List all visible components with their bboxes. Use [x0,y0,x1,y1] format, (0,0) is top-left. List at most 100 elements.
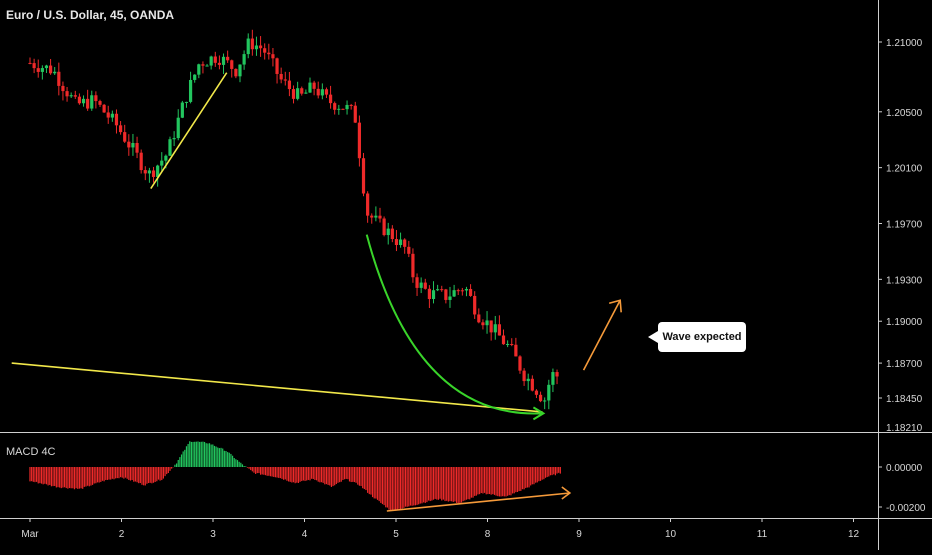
candle-body-76 [341,108,345,110]
expected-wave-arrow[interactable] [582,299,621,371]
candle-body-98 [431,290,436,300]
wave-callout: Wave expected [648,322,746,352]
candle-body-51 [238,64,242,77]
price-tick-label-4: 1.19300 [886,275,923,286]
candle-body-17 [98,101,102,105]
candle-body-47 [221,56,226,65]
candle-body-101 [444,289,448,300]
candle-body-42 [201,64,205,66]
candle-body-52 [242,54,246,65]
callout-text: Wave expected [662,331,742,343]
candle-body-39 [188,79,193,102]
candle-body-34 [168,139,172,156]
candle-body-119 [518,356,522,371]
candle-body-78 [349,104,353,106]
trendline-0[interactable] [150,72,228,190]
candle-body-97 [427,288,431,300]
candle-body-84 [374,215,378,218]
candle-body-72 [324,89,329,95]
candle-body-41 [197,64,201,75]
candle-body-49 [230,60,234,69]
price-tick-label-0: 1.21000 [886,38,923,49]
candle-body-89 [394,239,399,246]
candle-body-121 [526,378,530,382]
candle-body-22 [118,125,123,133]
candle-body-2 [36,68,40,72]
candle-body-13 [81,98,86,104]
candle-body-36 [176,117,180,139]
time-tick-label-5: 8 [485,529,491,540]
candle-body-60 [275,58,279,74]
candle-body-0 [28,62,32,64]
candle-body-18 [102,104,106,113]
price-tick-label-8: 1.18210 [886,423,923,434]
candle-body-53 [246,38,250,55]
candle-body-43 [205,65,209,67]
candle-body-126 [547,384,551,401]
candle-body-106 [464,288,469,291]
candle-body-122 [530,378,534,391]
candle-body-64 [291,89,296,99]
candle-body-35 [172,138,176,140]
candle-body-23 [123,132,127,142]
candle-body-105 [460,290,464,292]
candle-body-108 [473,295,477,315]
candle-body-59 [271,54,275,59]
candle-body-10 [69,95,73,97]
candle-body-103 [452,290,456,297]
candle-body-65 [296,88,300,99]
candle-body-37 [180,102,184,118]
candle-body-93 [411,253,415,278]
chart-title: Euro / U.S. Dollar, 45, OANDA [6,8,175,22]
candle-body-77 [345,104,349,110]
candle-body-44 [209,56,213,66]
candle-body-107 [468,288,473,296]
candle-body-16 [94,95,98,102]
candle-body-104 [456,290,460,292]
candle-body-73 [328,94,333,104]
candle-body-45 [213,56,217,63]
candle-body-19 [106,112,110,118]
candle-body-124 [538,394,543,402]
candle-body-128 [555,372,559,377]
projection-curve[interactable] [365,234,543,415]
candle-body-27 [139,152,143,171]
candle-body-4 [44,65,49,69]
price-tick-label-6: 1.18700 [886,359,923,370]
time-tick-label-0: Mar [21,529,39,540]
candle-body-109 [477,314,481,323]
candle-body-86 [382,218,386,236]
price-tick-label-1: 1.20500 [886,108,923,119]
candle-body-58 [267,52,271,55]
candle-body-5 [48,65,53,74]
candle-body-48 [226,56,230,61]
candle-body-79 [353,105,357,123]
candle-body-3 [40,68,44,72]
candle-body-67 [304,92,308,94]
price-tick-label-7: 1.18450 [886,394,923,405]
macd-divergence-arrow[interactable] [386,492,570,512]
candle-body-87 [386,228,390,236]
candle-body-9 [65,91,69,97]
price-tick-label-3: 1.19700 [886,219,923,230]
candle-body-102 [448,296,452,300]
candle-body-62 [283,79,287,81]
candle-body-20 [110,113,114,118]
candle-body-24 [127,141,131,148]
time-tick-label-3: 4 [302,529,308,540]
macd-title: MACD 4C [6,446,56,458]
curve-arrowhead [532,406,546,421]
macd-tick-label-1: -0.00200 [886,503,926,514]
candle-body-99 [436,289,440,291]
candle-body-57 [263,48,267,53]
candle-body-28 [143,170,147,174]
candle-body-118 [514,344,518,357]
trendline-1[interactable] [11,362,543,413]
candle-body-33 [164,155,168,161]
candle-body-127 [551,372,555,385]
candle-body-85 [378,215,382,219]
candle-body-12 [77,96,82,104]
candle-body-81 [361,158,366,194]
time-tick-label-4: 5 [393,529,399,540]
